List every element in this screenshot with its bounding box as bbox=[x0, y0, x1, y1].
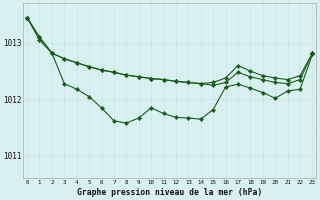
X-axis label: Graphe pression niveau de la mer (hPa): Graphe pression niveau de la mer (hPa) bbox=[77, 188, 262, 197]
